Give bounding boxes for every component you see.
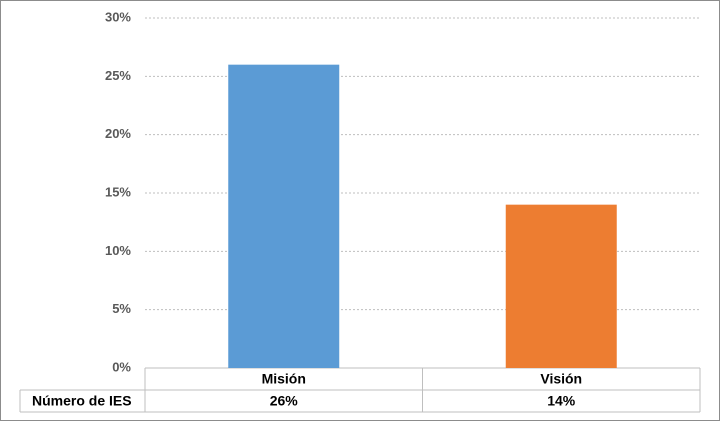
y-tick-label: 0% (112, 359, 131, 374)
y-tick-label: 20% (105, 126, 131, 141)
bar (505, 204, 617, 368)
y-tick-label: 30% (105, 9, 131, 24)
table-value: 14% (547, 393, 576, 409)
y-tick-label: 25% (105, 68, 131, 83)
y-tick-label: 5% (112, 301, 131, 316)
table-row-header: Número de IES (32, 393, 132, 409)
y-tick-label: 15% (105, 184, 131, 199)
table-value: 26% (270, 393, 299, 409)
bar (228, 64, 340, 369)
y-tick-label: 10% (105, 243, 131, 258)
x-tick-label: Visión (540, 371, 582, 387)
x-tick-label: Misión (262, 371, 306, 387)
